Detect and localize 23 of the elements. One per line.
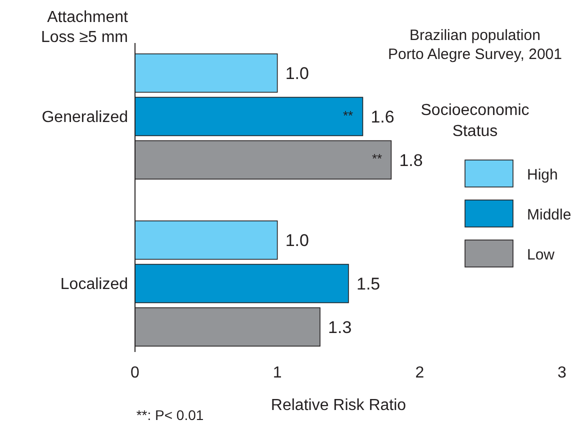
data-label: 1.8: [399, 150, 423, 170]
legend-label: High: [527, 166, 558, 184]
annotation: **: [342, 108, 354, 123]
y-axis-title: Attachment Loss ≥5 mm: [40, 9, 129, 46]
y-tick-label: Localized: [60, 276, 128, 294]
chart-subtitle: Porto Alegre Survey, 2001: [388, 46, 562, 63]
x-axis-title: Relative Risk Ratio: [270, 397, 406, 414]
legend-label: Low: [527, 246, 555, 264]
data-label: 1.0: [285, 64, 309, 84]
x-tick-label: 0: [130, 364, 140, 382]
chart-title: Brazilian population: [410, 27, 540, 44]
x-tick-label: 2: [415, 364, 424, 382]
x-tick-label: 3: [558, 364, 567, 382]
x-tick-label: 1: [272, 364, 282, 382]
text: **: P< 0.01: [136, 407, 204, 423]
legend-label: Middle: [527, 206, 572, 224]
data-label: 1.0: [285, 231, 309, 250]
data-label: 1.6: [370, 107, 394, 126]
annotation: **: [372, 151, 382, 166]
data-label: 1.5: [356, 274, 380, 294]
data-label: 1.3: [328, 318, 352, 337]
legend-title: Socioeconomic Status: [420, 102, 530, 140]
y-tick-label: Generalized: [42, 109, 128, 126]
